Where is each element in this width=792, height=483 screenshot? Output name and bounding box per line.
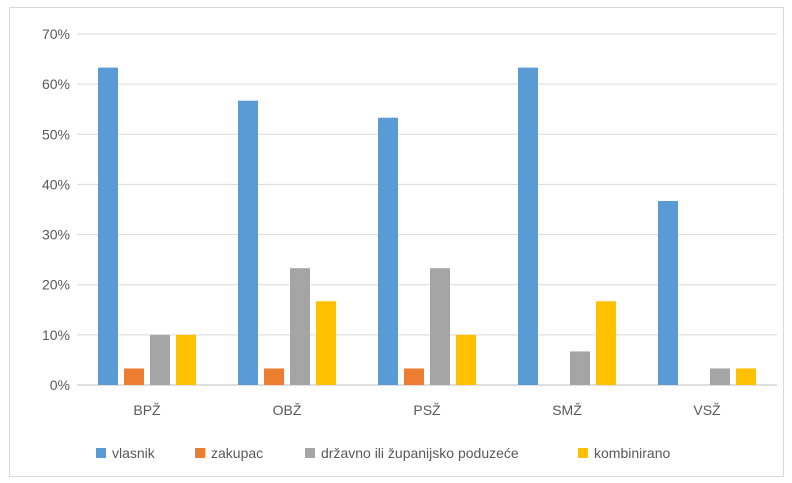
bars [98, 67, 756, 386]
x-category-label: VSŽ [693, 402, 721, 418]
y-tick-label: 50% [42, 126, 70, 142]
bar-kombinirano-1 [316, 301, 336, 385]
x-category-label: BPŽ [133, 402, 161, 418]
y-tick-label: 60% [42, 76, 70, 92]
legend-label: državno ili županijsko poduzeće [321, 445, 519, 461]
x-category-label: PSŽ [413, 402, 441, 418]
y-tick-label: 70% [42, 26, 70, 42]
bar-kombinirano-3 [596, 301, 616, 385]
bar-kombinirano-4 [736, 368, 756, 385]
x-axis-category-labels: BPŽ OBŽ PSŽ SMŽ VSŽ [133, 402, 721, 418]
bar-vlasnik-4 [658, 200, 678, 385]
bar-vlasnik-0 [98, 67, 118, 386]
bar-državno-2 [430, 268, 450, 385]
legend-swatch [195, 448, 205, 458]
bar-zakupac-1 [264, 368, 284, 385]
x-category-label: OBŽ [273, 402, 302, 418]
legend-label: kombinirano [594, 445, 670, 461]
legend-swatch [96, 448, 106, 458]
bar-vlasnik-1 [238, 100, 258, 385]
y-tick-label: 0% [50, 377, 70, 393]
legend-swatch [578, 448, 588, 458]
legend-label: vlasnik [112, 445, 156, 461]
bar-državno-3 [570, 351, 590, 385]
bar-državno-0 [150, 334, 170, 385]
y-tick-label: 30% [42, 227, 70, 243]
bar-kombinirano-2 [456, 334, 476, 385]
bar-vlasnik-2 [378, 117, 398, 385]
legend-swatch [305, 448, 315, 458]
bar-državno-4 [710, 368, 730, 385]
bar-zakupac-0 [124, 368, 144, 385]
legend: vlasnik zakupac državno ili županijsko pod… [96, 445, 670, 461]
y-tick-label: 20% [42, 277, 70, 293]
bar-državno-1 [290, 268, 310, 385]
x-category-label: SMŽ [552, 402, 582, 418]
y-tick-label: 40% [42, 176, 70, 192]
bar-zakupac-2 [404, 368, 424, 385]
bar-kombinirano-0 [176, 334, 196, 385]
y-tick-label: 10% [42, 327, 70, 343]
legend-label: zakupac [211, 445, 263, 461]
bar-vlasnik-3 [518, 67, 538, 386]
y-axis-tick-labels: 0% 10% 20% 30% 40% 50% 60% 70% [42, 26, 70, 393]
